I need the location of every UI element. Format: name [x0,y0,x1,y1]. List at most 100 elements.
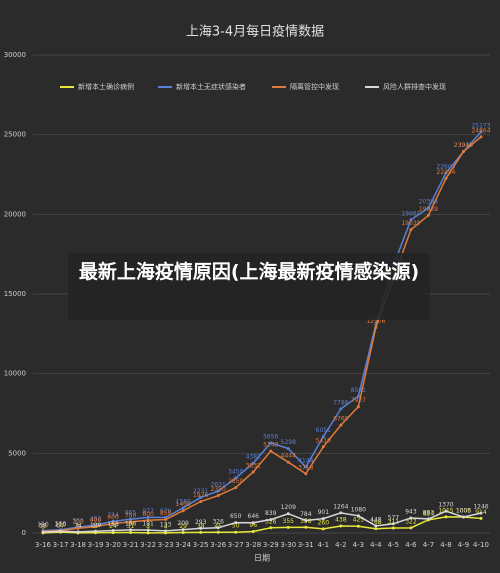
x-tick-label: 3-30 [280,541,296,549]
point [339,407,343,411]
point [286,525,290,529]
data-label: 784 [300,511,312,518]
point [479,516,483,520]
point [199,500,203,504]
point [391,522,395,526]
x-tick-label: 4-6 [405,541,417,549]
data-label: 6769 [333,416,348,423]
data-label: 1580 [176,498,191,505]
point [479,511,483,515]
data-label: 50 [232,523,240,530]
x-tick-label: 4-1 [318,541,329,549]
data-label: 3450 [228,469,243,476]
data-label: 74 [74,522,82,529]
series-line [42,516,482,534]
x-tick-label: 4-7 [423,541,434,549]
data-label: 734 [107,512,119,519]
data-label: 268 [370,519,382,526]
y-tick-label: 30000 [4,51,26,59]
data-label: 158 [107,521,119,528]
data-label: 438 [335,517,347,524]
point [111,519,115,523]
data-label: 8 [41,523,45,530]
data-label: 19039 [401,220,420,227]
point [181,509,185,513]
x-tick-label: 4-4 [370,541,382,549]
data-label: 2631 [211,482,226,489]
data-label: 448 [370,516,382,523]
point [146,528,150,532]
data-label: 326 [265,518,277,525]
point [444,515,448,519]
data-label: 5143 [263,442,278,449]
data-label: 260 [318,519,330,526]
data-label: 839 [265,510,277,517]
point [199,530,203,534]
data-label: 850 [160,510,172,517]
x-tick-label: 4-2 [335,541,346,549]
data-label: 3831 [246,462,261,469]
data-label: 326 [212,518,224,525]
point [94,529,98,533]
data-label: 209 [177,520,189,527]
point [146,531,150,535]
data-label: 110 [55,522,67,529]
y-tick-label: 10000 [4,370,26,378]
y-tick-label: 5000 [8,449,26,457]
point [426,206,430,210]
data-label: 977 [142,508,154,515]
data-label: 600 [107,514,119,521]
point [181,528,185,532]
data-label: 25173 [471,122,490,129]
x-tick-label: 4-3 [353,541,364,549]
x-tick-label: 4-8 [440,541,451,549]
point [356,514,360,518]
point [304,472,308,476]
data-label: 4381 [246,454,261,461]
data-label: 24864 [471,127,490,134]
legend-label: 新增本土确诊病例 [78,82,134,91]
point [409,218,413,222]
point [76,530,80,534]
data-label: 7788 [333,399,348,406]
point [339,524,343,528]
point [199,495,203,499]
data-label: 4 [164,523,168,530]
y-tick-label: 0 [22,529,26,537]
data-label: 6051 [316,427,331,434]
data-label: 38 [197,523,205,530]
point [374,524,378,528]
point [251,461,255,465]
data-label: 23937 [454,142,473,149]
point [76,526,80,530]
point [286,512,290,516]
data-label: 646 [248,513,260,520]
x-tick-label: 3-17 [53,541,69,549]
data-label: 322 [405,518,417,525]
data-label: 800 [142,511,154,518]
point [234,476,238,480]
x-tick-label: 3-31 [298,541,314,549]
data-label: 3718 [298,464,313,471]
point [479,135,483,139]
point [41,530,45,534]
data-label: 1209 [281,504,296,511]
point [339,511,343,515]
point [111,531,115,535]
data-label: 45 [214,523,222,530]
data-label: 150 [37,521,49,528]
x-tick-label: 3-21 [123,541,139,549]
data-label: 1006 [456,507,471,514]
data-label: 1080 [351,506,366,513]
point [251,521,255,525]
x-tick-label: 3-18 [70,541,86,549]
x-tick-label: 3-19 [88,541,104,549]
data-label: 4144 [298,457,313,464]
point [321,435,325,439]
data-label: 901 [318,509,330,516]
data-label: 1264 [333,503,348,510]
x-tick-label: 3-23 [158,541,174,549]
data-label: 2350 [211,486,226,493]
